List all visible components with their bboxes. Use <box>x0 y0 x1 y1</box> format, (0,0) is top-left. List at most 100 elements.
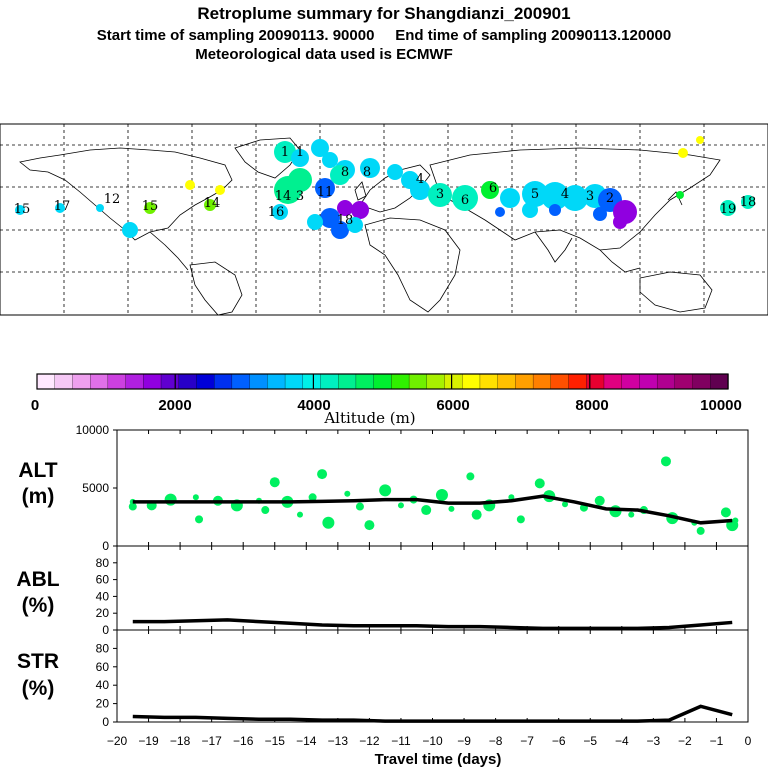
colorbar-cell <box>72 373 91 390</box>
plume-dot <box>204 199 216 211</box>
plume-day-label: 6 <box>489 181 497 196</box>
plume-dot <box>315 178 335 198</box>
y-tick-label: 10000 <box>76 423 110 437</box>
plume-dot <box>720 200 736 216</box>
plume-dot <box>185 180 195 190</box>
plume-dot <box>288 168 312 192</box>
plume-day-label: 4 <box>416 172 424 187</box>
plume-day-label: 5 <box>531 187 539 202</box>
plume-day-label: 3 <box>586 189 594 204</box>
colorbar-cell <box>54 373 74 390</box>
plume-day-label: 8 <box>341 165 349 180</box>
altitude-scatter-point <box>322 516 335 529</box>
continent-outlines <box>19 137 721 316</box>
x-tick-label: −10 <box>422 734 443 748</box>
plume-dot <box>696 136 704 144</box>
colorbar-cell <box>107 373 127 390</box>
colorbar-cell <box>479 373 499 390</box>
y-tick-label: 0 <box>102 715 109 729</box>
x-tick-label: −8 <box>489 734 503 748</box>
altitude-scatter-point <box>308 493 317 502</box>
panel-unit: (%) <box>22 677 55 700</box>
colorbar-cell <box>355 373 375 390</box>
x-tick-label: −13 <box>328 734 349 748</box>
y-tick-label: 40 <box>96 589 110 603</box>
plume-dot <box>96 204 104 212</box>
plume-day-label: 18 <box>740 195 757 210</box>
colorbar-cell <box>90 373 109 390</box>
y-tick-label: 60 <box>96 660 110 674</box>
met-data-source: Meteorological data used is ECMWF <box>195 46 453 63</box>
x-tick-label: −6 <box>552 734 566 748</box>
panel-label: STR <box>17 650 59 673</box>
plume-day-label: 6 <box>461 193 469 208</box>
colorbar-label: Altitude (m) <box>323 409 415 427</box>
plume-dot <box>613 215 627 229</box>
plume-dot <box>593 207 607 221</box>
plume-dot <box>522 202 538 218</box>
altitude-colorbar: 0 2000 4000 6000 8000 10000 Altitude (m) <box>31 373 742 427</box>
plume-dot <box>541 182 569 210</box>
y-tick-label: 5000 <box>82 481 109 495</box>
altitude-scatter-point <box>696 526 705 535</box>
chart-title: Retroplume summary for Shangdianzi_20090… <box>197 4 571 23</box>
plume-dot <box>481 181 499 199</box>
altitude-scatter-point <box>628 511 635 518</box>
altitude-scatter-point <box>720 507 731 518</box>
colorbar-cell <box>160 373 180 390</box>
plume-day-label: 17 <box>54 199 71 214</box>
colorbar-cell <box>125 373 144 390</box>
plume-dot <box>410 180 430 200</box>
plume-day-label: 1 <box>281 145 289 160</box>
plume-dot <box>678 148 688 158</box>
series-line-str <box>132 704 733 723</box>
x-tick-label: −5 <box>583 734 597 748</box>
plume-dot <box>272 204 288 220</box>
plume-day-label: 3 <box>296 189 304 204</box>
panel-frame <box>116 429 749 547</box>
y-tick-label: 20 <box>96 697 110 711</box>
plume-dot <box>562 185 588 211</box>
plume-day-label: 15 <box>142 199 159 214</box>
colorbar-cell <box>656 373 676 390</box>
plume-day-label: 2 <box>606 191 614 206</box>
x-tick-label: −17 <box>201 734 222 748</box>
plume-dot <box>144 202 156 214</box>
y-tick-label: 0 <box>102 539 109 553</box>
colorbar-cell <box>231 373 251 390</box>
y-tick-label: 60 <box>96 573 110 587</box>
colorbar-cell <box>284 373 304 390</box>
plume-dot <box>351 201 369 219</box>
colorbar-cell <box>426 373 446 390</box>
colorbar-tick-label: 8000 <box>575 397 608 414</box>
plume-dot <box>452 185 478 211</box>
plume-dot <box>122 222 138 238</box>
x-tick-label: −14 <box>296 734 317 748</box>
colorbar-cell <box>178 373 198 390</box>
y-tick-label: 0 <box>102 623 109 637</box>
colorbar-cell <box>408 373 428 390</box>
colorbar-cell <box>214 373 233 390</box>
plume-dot <box>330 165 350 185</box>
altitude-scatter-point <box>516 515 525 524</box>
plume-dot <box>322 152 338 168</box>
plume-day-label: 11 <box>317 185 334 200</box>
colorbar-tick-label: 10000 <box>700 397 742 414</box>
colorbar-tick-label: 4000 <box>297 397 330 414</box>
y-tick-label: 20 <box>96 606 110 620</box>
colorbar-cell <box>621 373 641 390</box>
altitude-scatter-point <box>471 509 482 520</box>
panel-unit: (%) <box>22 594 55 617</box>
colorbar-cell <box>320 373 339 390</box>
plume-dot <box>347 217 363 233</box>
altitude-scatter-point <box>164 493 177 506</box>
colorbar-cell <box>302 373 322 390</box>
x-tick-label: −9 <box>457 734 471 748</box>
altitude-scatter-point <box>269 477 280 488</box>
altitude-scatter-point <box>534 478 545 489</box>
colorbar-cell <box>532 373 552 390</box>
plume-day-label: 12 <box>104 192 121 207</box>
plume-dot <box>500 188 520 208</box>
plume-dot <box>311 139 329 157</box>
